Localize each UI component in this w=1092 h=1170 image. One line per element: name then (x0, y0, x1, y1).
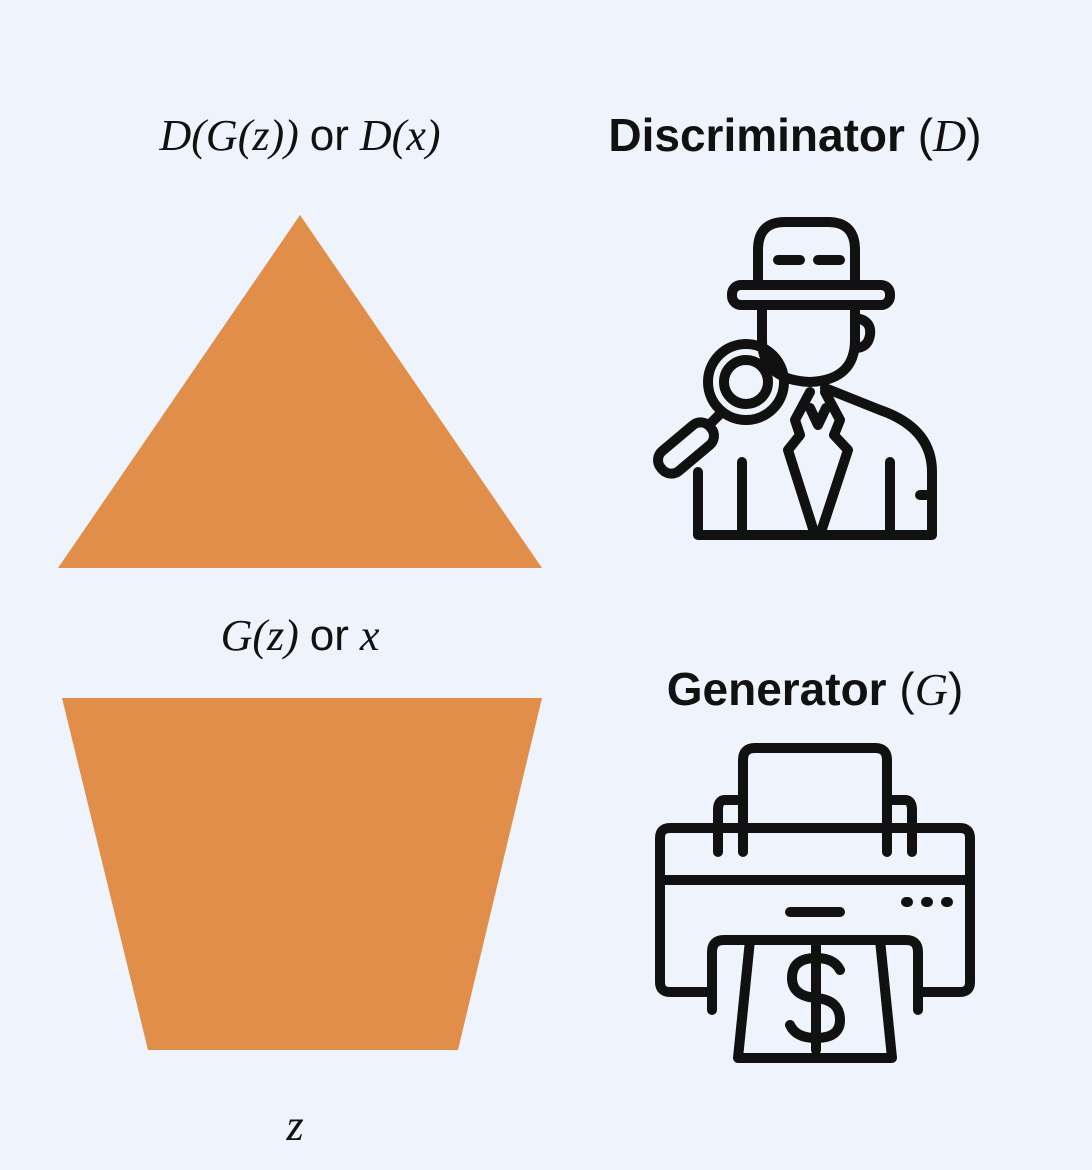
or-text-middle: or (309, 611, 349, 660)
discriminator-name: Discriminator (608, 109, 905, 161)
detective-icon (653, 217, 937, 540)
d-of-x: D(x) (359, 111, 441, 160)
generator-name: Generator (666, 663, 887, 715)
g-of-z: G(z) (220, 611, 299, 660)
money-printer-icon (655, 743, 975, 1063)
generator-network-shape (62, 698, 542, 1050)
discriminator-title: Discriminator (D) (608, 109, 982, 161)
discriminator-network-shape (58, 215, 542, 568)
or-text: or (309, 111, 349, 160)
discriminator-symbol: D (933, 110, 967, 161)
latent-z-label: z (286, 1101, 304, 1150)
generator-output-label: G(z) or x (0, 610, 600, 661)
d-of-g-of-z: D(G(z)) (159, 111, 299, 160)
discriminator-output-label: D(G(z)) or D(x) (0, 110, 600, 161)
x-symbol: x (359, 611, 380, 660)
generator-title: Generator (G) (666, 663, 964, 715)
generator-symbol: G (914, 664, 948, 715)
